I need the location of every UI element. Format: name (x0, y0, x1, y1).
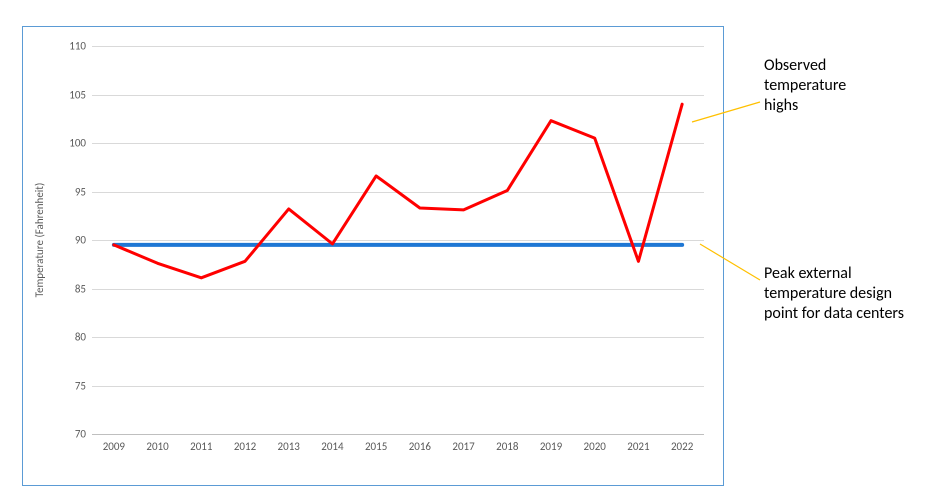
x-tick-label: 2011 (190, 440, 212, 453)
x-tick-label: 2015 (365, 440, 387, 453)
y-tick-label: 75 (75, 379, 86, 392)
y-tick-label: 110 (69, 40, 86, 53)
annotation-leader-line (700, 244, 760, 280)
y-tick-label: 85 (75, 282, 86, 295)
y-tick-label: 90 (75, 234, 86, 247)
x-tick-label: 2017 (452, 440, 474, 453)
x-tick-label: 2013 (278, 440, 300, 453)
annotation-leader-line (692, 102, 760, 122)
chart-canvas: { "chart": { "type": "line", "outer_bord… (0, 0, 936, 504)
x-tick-label: 2019 (540, 440, 562, 453)
x-tick-label: 2016 (409, 440, 431, 453)
x-tick-label: 2018 (496, 440, 518, 453)
x-tick-label: 2020 (584, 440, 606, 453)
x-tick-label: 2009 (103, 440, 125, 453)
y-tick-label: 80 (75, 331, 86, 344)
x-tick-label: 2010 (146, 440, 168, 453)
x-tick-label: 2012 (234, 440, 256, 453)
y-tick-label: 95 (75, 185, 86, 198)
x-tick-label: 2021 (627, 440, 649, 453)
y-tick-label: 70 (75, 428, 86, 441)
x-tick-label: 2022 (671, 440, 693, 453)
annotation-leaders (0, 0, 936, 504)
x-tick-label: 2014 (321, 440, 343, 453)
y-tick-label: 105 (69, 88, 86, 101)
y-tick-label: 100 (69, 137, 86, 150)
